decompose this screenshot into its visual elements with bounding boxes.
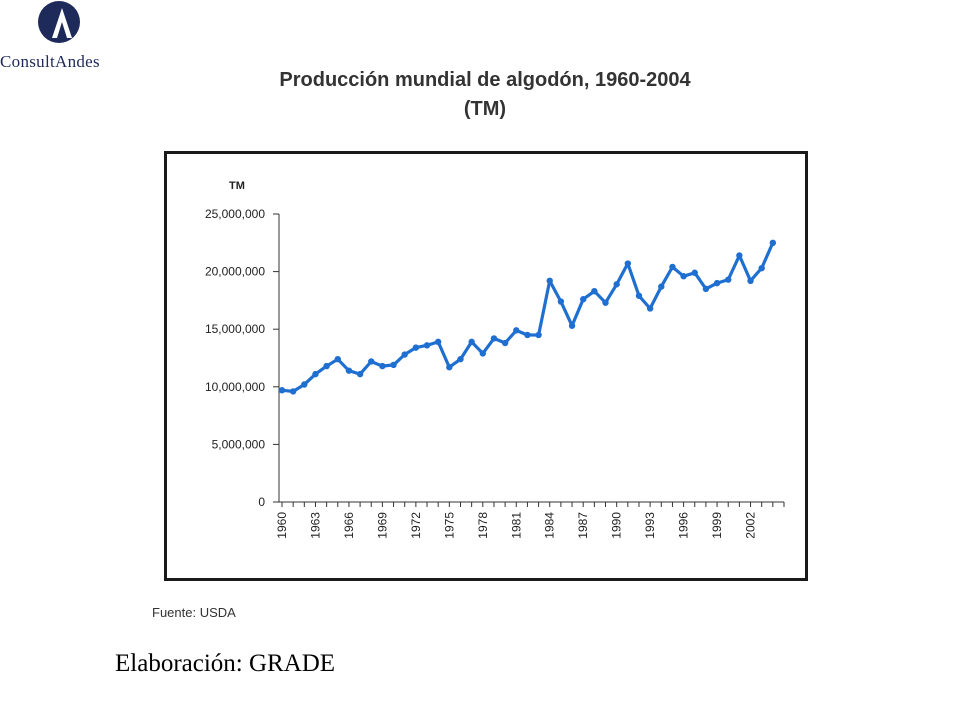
x-tick-label: 1987: [576, 512, 590, 539]
line-chart: TM 0 5,000,000 10,000,000 15,000,000 20,000,0…: [205, 180, 785, 539]
data-point: [390, 361, 397, 369]
data-point: [580, 296, 587, 303]
series-line: [281, 242, 775, 393]
y-tick-label: 5,000,000: [212, 437, 266, 451]
x-tick-label: 2002: [744, 512, 758, 539]
data-point: [736, 252, 743, 259]
data-point: [490, 335, 498, 342]
x-tick-label: 1984: [543, 512, 557, 539]
x-tick-label: 1996: [677, 512, 691, 539]
data-point: [591, 287, 598, 295]
data-point: [289, 388, 297, 395]
data-point: [568, 322, 576, 329]
y-tick-label: 0: [258, 495, 265, 509]
x-tick-label: 1975: [442, 512, 456, 539]
data-point: [434, 338, 442, 346]
credit-note: Elaboración: GRADE: [115, 650, 336, 677]
y-axis-title: TM: [229, 180, 245, 192]
data-point: [769, 239, 777, 246]
data-point: [356, 370, 364, 378]
x-tick-label: 1963: [308, 512, 322, 539]
data-point: [423, 342, 431, 349]
data-point: [624, 260, 632, 267]
data-point: [345, 367, 353, 374]
y-tick-label: 15,000,000: [205, 322, 265, 336]
data-point: [312, 370, 319, 378]
data-point: [680, 273, 687, 280]
x-tick-label: 1966: [342, 512, 356, 539]
chart-title: Producción mundial de algodón, 1960-2004: [279, 69, 691, 91]
y-tick-label: 20,000,000: [205, 265, 265, 279]
data-point: [412, 344, 420, 351]
y-tick-label: 25,000,000: [205, 207, 265, 221]
data-point: [479, 350, 486, 357]
data-point: [368, 358, 375, 365]
data-point: [713, 279, 721, 287]
data-point: [758, 264, 765, 272]
data-point: [747, 277, 754, 285]
data-point: [546, 277, 553, 285]
data-point: [613, 281, 620, 288]
x-tick-label: 1960: [275, 512, 289, 539]
ca-logo-icon: [38, 1, 80, 43]
data-point: [658, 283, 665, 290]
data-point: [334, 355, 341, 363]
chart-subtitle: (TM): [463, 98, 507, 120]
data-point: [524, 331, 531, 339]
data-point: [401, 351, 408, 358]
logo-text: ConsultAndes: [0, 52, 100, 71]
data-point: [468, 338, 475, 346]
data-point: [379, 362, 386, 370]
y-tick-label: 10,000,000: [205, 380, 265, 394]
data-point: [535, 331, 542, 339]
chart-frame: TM 0 5,000,000 10,000,000 15,000,000 20,000,0…: [164, 151, 808, 581]
data-point: [646, 305, 654, 312]
data-point: [513, 327, 520, 334]
x-tick-label: 1981: [509, 512, 523, 539]
data-point: [323, 362, 330, 370]
source-note: Fuente: USDA: [152, 605, 236, 620]
x-tick-label: 1999: [710, 512, 724, 539]
data-point: [669, 263, 676, 271]
data-point: [691, 269, 698, 276]
data-point: [635, 292, 643, 299]
x-tick-label: 1972: [409, 512, 423, 539]
data-point: [702, 285, 710, 293]
data-point: [278, 387, 286, 394]
data-point: [602, 299, 609, 306]
x-tick-label: 1969: [375, 512, 389, 539]
consultandes-logo: ConsultAndes: [0, 0, 130, 78]
data-point: [557, 298, 565, 305]
data-point: [725, 276, 732, 283]
x-tick-label: 1993: [643, 512, 657, 539]
data-point: [446, 364, 453, 371]
data-point: [301, 381, 308, 388]
x-tick-label: 1978: [476, 512, 490, 539]
chart-title-block: Producción mundial de algodón, 1960-2004…: [200, 66, 770, 124]
x-tick-label: 1990: [610, 512, 624, 539]
data-point: [501, 339, 509, 347]
data-point: [457, 355, 464, 363]
